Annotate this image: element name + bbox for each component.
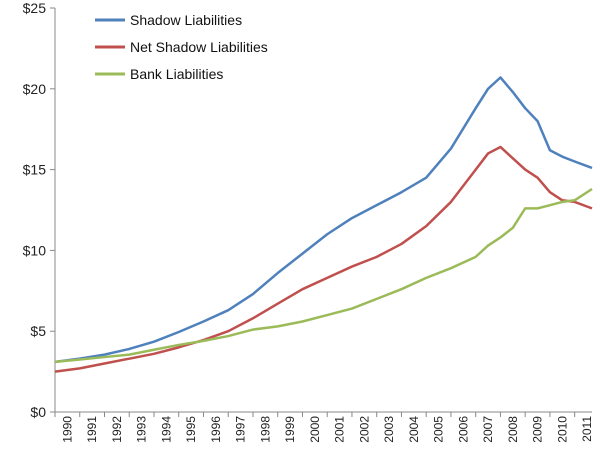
legend-label-bank-liabilities: Bank Liabilities [130, 66, 223, 82]
axes [54, 8, 592, 413]
series-line-bank-liabilities [54, 187, 593, 364]
y-axis-ticks: $0 $5 $10 $15 $20 $25 [23, 0, 55, 420]
x-tick-label: 2004 [407, 416, 421, 443]
legend-label-net-shadow-liabilities: Net Shadow Liabilities [130, 39, 268, 55]
legend: Shadow Liabilities Net Shadow Liabilities… [95, 12, 268, 82]
x-tick-label: 1994 [159, 416, 173, 443]
series-line-shadow-liabilities [54, 76, 593, 364]
series-lines [54, 76, 593, 373]
x-tick-label: 2006 [456, 416, 470, 443]
x-tick-label: 1995 [184, 416, 198, 443]
x-tick-label: 2008 [506, 416, 520, 443]
y-tick-label: $5 [30, 323, 46, 339]
y-tick-label: $10 [23, 242, 47, 258]
x-tick-label: 1991 [85, 416, 99, 443]
x-tick-label: 2001 [333, 416, 347, 443]
x-tick-label: 2010 [555, 416, 569, 443]
x-tick-label: 1997 [234, 416, 248, 443]
x-axis-ticks: 1990 1991 1992 1993 1994 1995 1996 1997 1998 1999… [54, 412, 594, 443]
legend-label-shadow-liabilities: Shadow Liabilities [130, 12, 242, 28]
x-tick-label: 1996 [209, 416, 223, 443]
x-tick-label: 2003 [382, 416, 396, 443]
y-tick-label: $20 [23, 81, 47, 97]
series-line-net-shadow-liabilities [54, 145, 593, 373]
y-tick-label: $0 [30, 404, 46, 420]
x-tick-label: 1992 [110, 416, 124, 443]
x-tick-label: 2002 [357, 416, 371, 443]
x-tick-label: 1999 [283, 416, 297, 443]
x-tick-label: 1993 [135, 416, 149, 443]
x-tick-label: 2009 [531, 416, 545, 443]
x-tick-label: 1998 [258, 416, 272, 443]
y-tick-label: $25 [23, 0, 47, 16]
x-tick-label: 2000 [308, 416, 322, 443]
x-tick-label: 2005 [432, 416, 446, 443]
y-tick-label: $15 [23, 162, 47, 178]
x-tick-label: 1990 [60, 416, 74, 443]
x-tick-label: 2007 [481, 416, 495, 443]
x-tick-label: 2011 [580, 416, 594, 442]
